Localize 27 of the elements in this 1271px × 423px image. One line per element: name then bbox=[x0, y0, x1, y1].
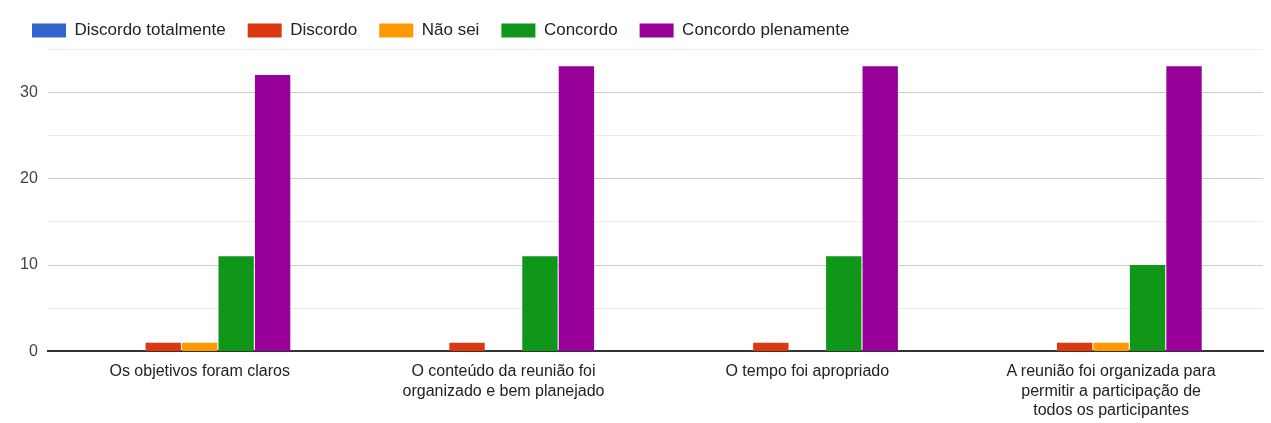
bar bbox=[1129, 265, 1166, 351]
legend-label: Discordo bbox=[290, 20, 358, 40]
y-tick-label: 20 bbox=[20, 169, 38, 187]
y-tick-label: 0 bbox=[28, 341, 38, 359]
bar bbox=[218, 256, 254, 351]
bar bbox=[826, 256, 862, 351]
bar bbox=[558, 66, 595, 351]
legend-label: Discordo totalmente bbox=[74, 20, 226, 40]
bar bbox=[1166, 66, 1202, 351]
bar bbox=[1093, 342, 1129, 351]
x-tick-label: A reunião foi organizada para permitir a participação de todos os participantes bbox=[1006, 362, 1216, 418]
legend-label: Concordo bbox=[543, 20, 618, 40]
bar bbox=[522, 256, 558, 351]
bar bbox=[862, 66, 898, 351]
x-tick-label: O conteúdo da reunião foi organizado e bem planejado bbox=[402, 362, 605, 399]
y-tick-label: 10 bbox=[20, 255, 38, 273]
bar bbox=[145, 342, 181, 351]
bar bbox=[254, 74, 291, 351]
y-tick-label: 30 bbox=[20, 82, 38, 100]
bar bbox=[182, 342, 218, 351]
bar bbox=[1056, 342, 1093, 351]
legend-label: Não sei bbox=[421, 20, 480, 40]
x-tick-label: O tempo foi apropriado bbox=[725, 362, 890, 380]
bar bbox=[449, 342, 485, 351]
bar bbox=[753, 342, 789, 351]
legend-label: Concordo plenamente bbox=[682, 20, 850, 40]
x-tick-label: Os objetivos foram claros bbox=[109, 362, 290, 380]
